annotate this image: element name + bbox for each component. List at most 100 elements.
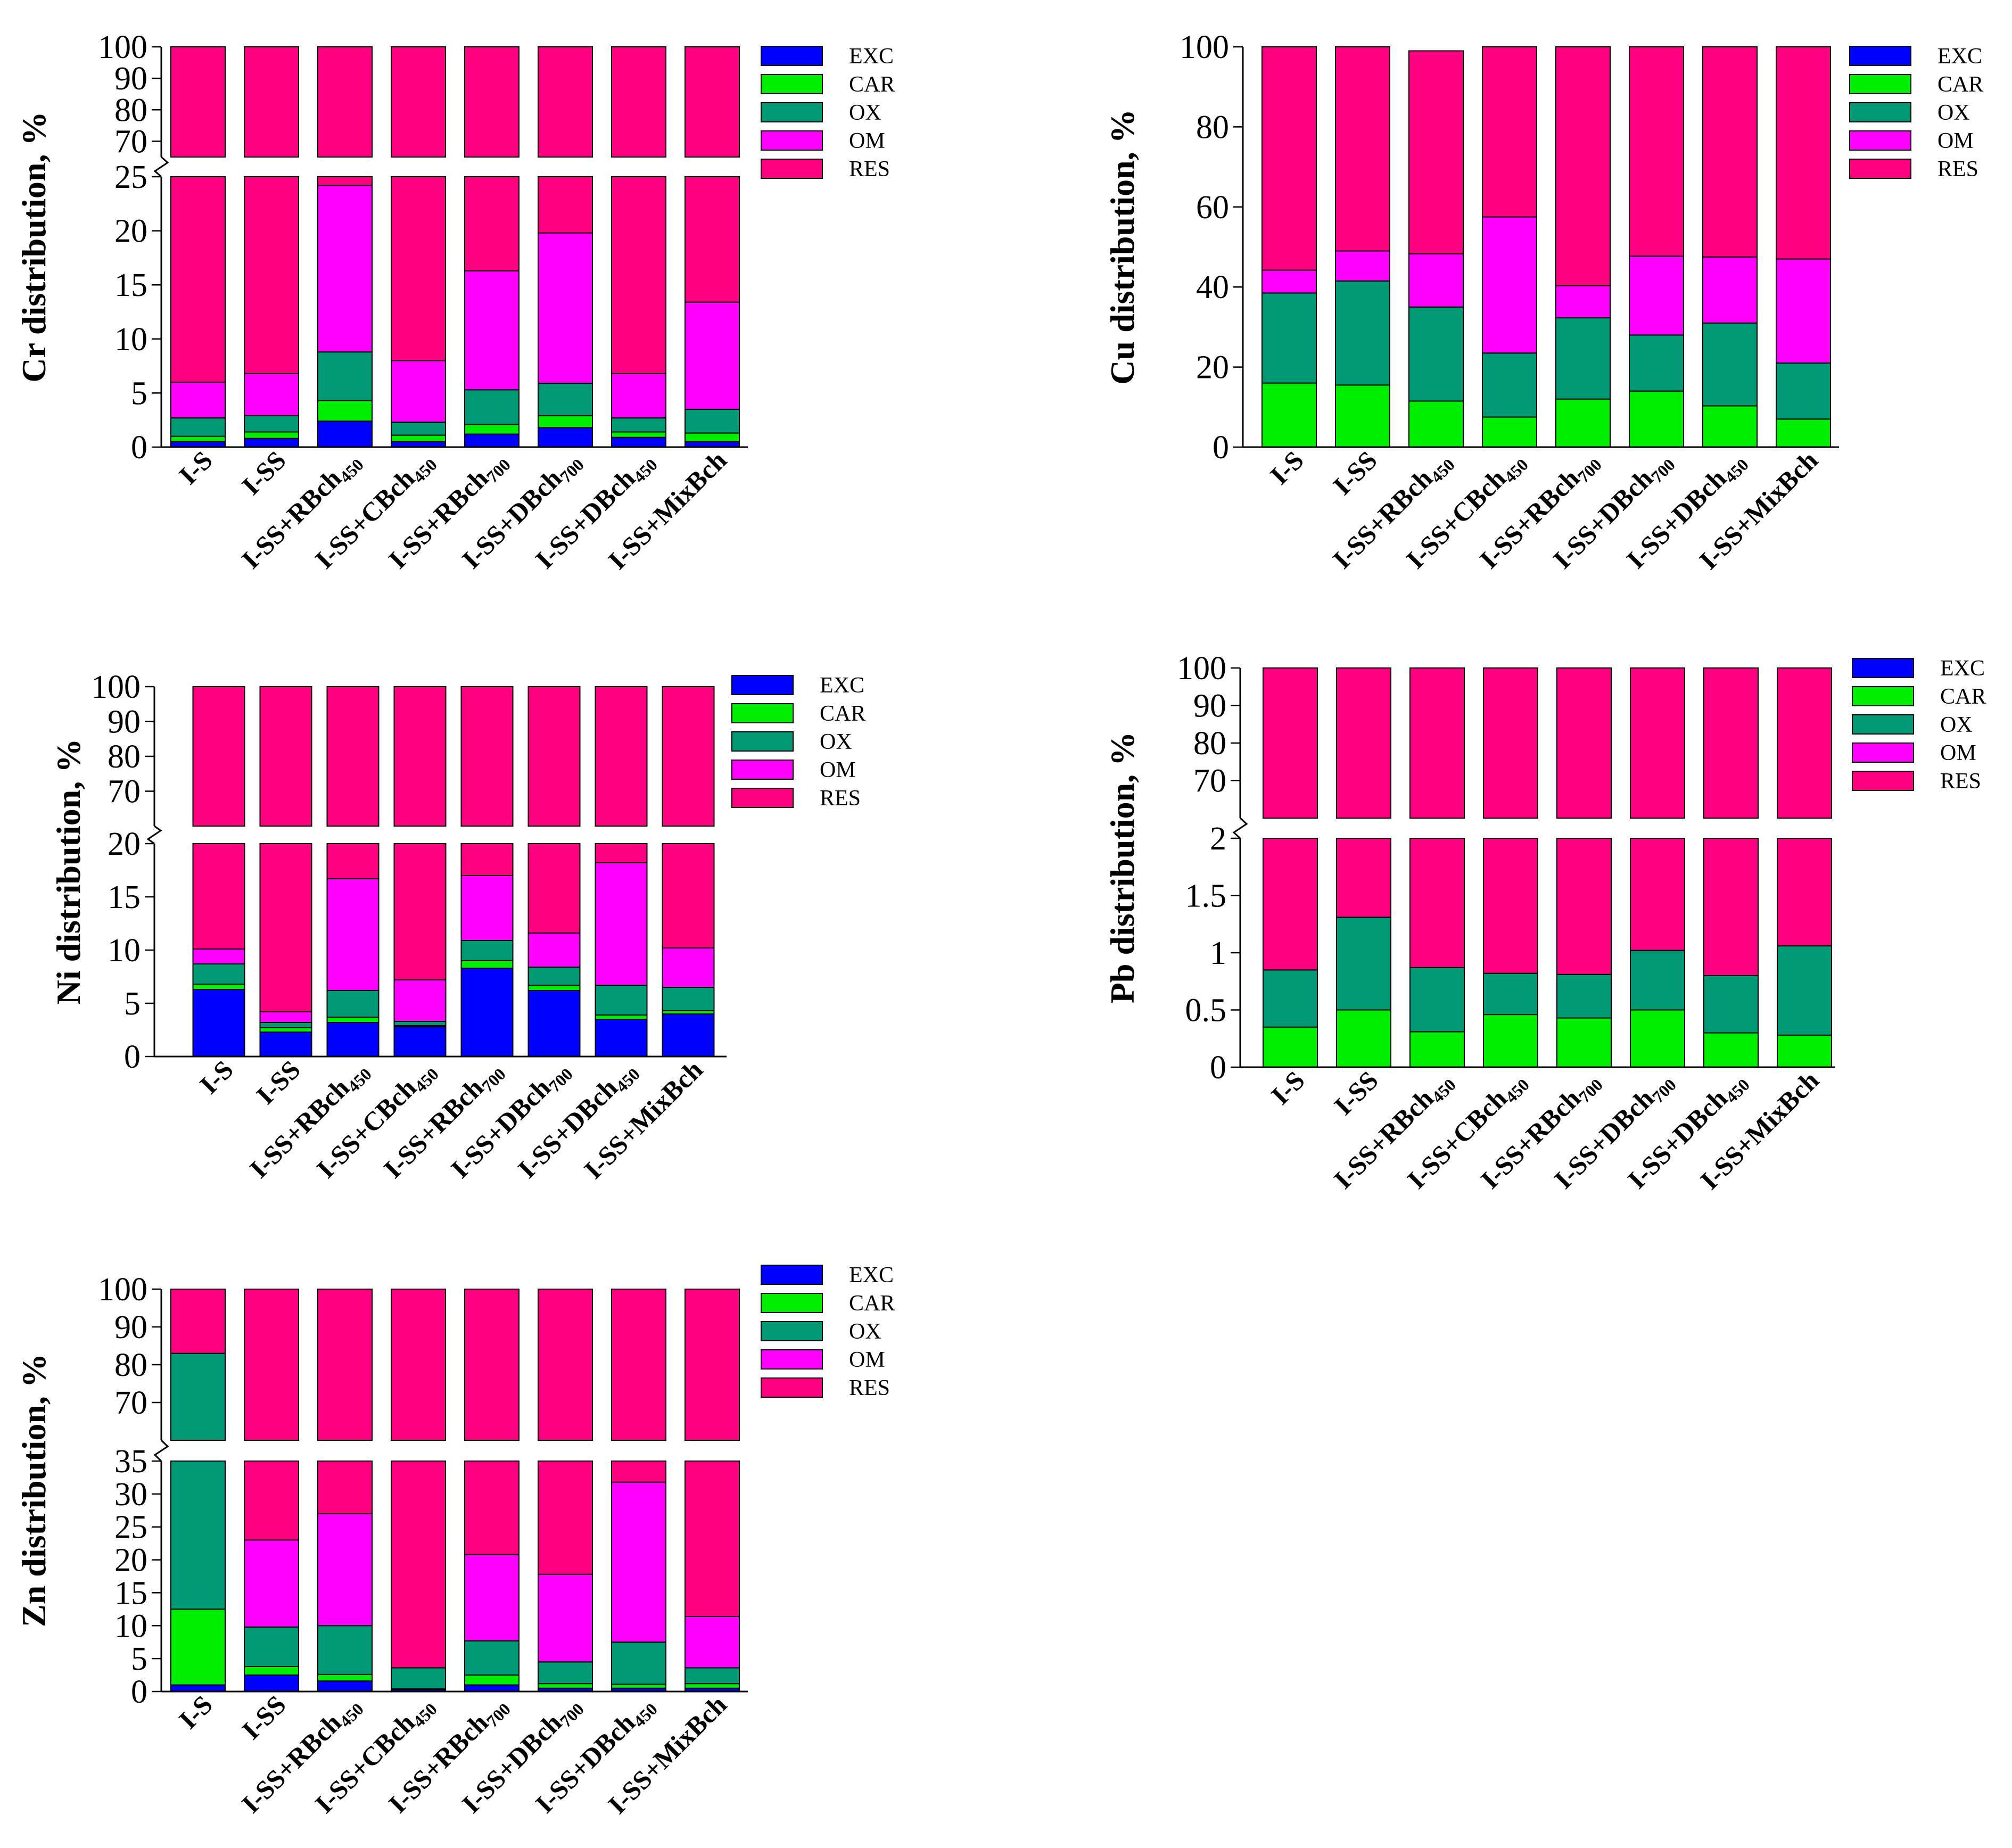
bar-cr-car [611, 431, 666, 438]
category-label-base: I-SS+MixBch [602, 445, 732, 575]
bar-zn-car [170, 1608, 226, 1686]
bar-pb-car [1263, 1026, 1318, 1068]
bar-cu-res [1702, 46, 1758, 258]
legend-label-exc: EXC [849, 44, 894, 69]
category-label: I-SS [236, 1689, 291, 1745]
y-axis-title: Zn distribution, % [15, 1354, 53, 1627]
bar-cu-om [1629, 255, 1684, 336]
bar-ni-om [460, 875, 514, 941]
bar-cr-ox [538, 383, 593, 417]
bar-ni-exc [192, 989, 245, 1057]
bar-ni-res [192, 686, 245, 827]
y-lower-tick-label: 15 [114, 1575, 147, 1611]
y-upper-tick-label: 100 [98, 1272, 147, 1308]
legend-swatch-exc [1849, 46, 1911, 66]
bar-ni-res [192, 843, 245, 950]
bar-ni-res [595, 843, 648, 863]
bar-zn-res [611, 1461, 666, 1483]
bar-pb-res [1336, 838, 1391, 918]
bar-cr-res [391, 46, 446, 158]
bar-zn-om [611, 1481, 666, 1643]
legend-swatch-exc [761, 1265, 823, 1285]
bar-zn-ox [170, 1352, 226, 1441]
bar-cr-car [170, 435, 226, 442]
bar-cu-om [1555, 285, 1611, 319]
bar-ni-ox [662, 987, 715, 1011]
bar-cr-car [538, 415, 593, 428]
bar-zn-ox [538, 1661, 593, 1685]
y-lower-tick-label: 5 [131, 1641, 147, 1677]
bar-ni-res [460, 843, 514, 876]
axis-break-marker [146, 825, 162, 845]
bar-cu-res [1629, 46, 1684, 257]
category-label-base: I-S [173, 445, 218, 490]
legend-label-exc: EXC [1940, 656, 1985, 681]
bar-ni-exc [326, 1022, 380, 1057]
bar-cr-exc [244, 438, 299, 448]
category-label-base: I-SS [250, 1054, 306, 1110]
y-upper-tick-label: 100 [1177, 650, 1226, 687]
bar-pb-res [1777, 667, 1832, 819]
legend-swatch-car [1849, 74, 1911, 94]
bar-ni-res [393, 686, 447, 827]
bar-zn-om [317, 1513, 373, 1627]
bar-zn-res [611, 1289, 666, 1441]
bar-zn-res [244, 1461, 299, 1541]
legend-label-car: CAR [849, 1291, 895, 1316]
bar-pb-ox [1703, 975, 1759, 1034]
legend-swatch-res [1849, 159, 1911, 179]
bar-zn-res [317, 1289, 373, 1441]
legend-swatch-res [731, 788, 794, 808]
bar-cu-res [1482, 46, 1537, 218]
legend-label-res: RES [1940, 769, 1981, 794]
y-upper-tick-label: 70 [114, 123, 147, 160]
y-upper-tick-label: 70 [1193, 763, 1226, 799]
legend-label-exc: EXC [849, 1263, 894, 1288]
bar-cr-res [244, 176, 299, 374]
category-label: I-SS [1327, 445, 1382, 500]
bar-cr-om [317, 185, 373, 353]
bar-cr-car [391, 434, 446, 442]
bar-zn-car [464, 1674, 520, 1686]
bar-zn-car [244, 1665, 299, 1676]
y-lower-tick-label: 15 [108, 879, 141, 915]
bar-zn-om [244, 1539, 299, 1628]
bar-zn-om [685, 1615, 740, 1669]
bar-zn-ox [244, 1626, 299, 1667]
bar-ni-ox [326, 990, 380, 1018]
bar-cu-om [1776, 258, 1831, 364]
legend-swatch-ox [761, 1321, 823, 1341]
legend-label-res: RES [849, 157, 890, 182]
bar-cu-car [1555, 398, 1611, 448]
bar-pb-res [1630, 838, 1685, 951]
y-tick-label: 0 [1213, 430, 1229, 466]
bar-ni-ox [527, 967, 581, 986]
y-axis-title: Cu distribution, % [1103, 109, 1141, 384]
legend-swatch-ox [731, 731, 794, 752]
legend-swatch-om [1852, 742, 1914, 763]
bar-ni-om [259, 1011, 312, 1023]
bar-cr-car [464, 424, 520, 435]
bar-cu-car [1702, 405, 1758, 448]
bar-cu-res [1408, 50, 1464, 254]
bar-pb-car [1777, 1034, 1832, 1068]
bar-cr-ox [317, 351, 373, 401]
bar-zn-ox [685, 1667, 740, 1685]
legend-swatch-exc [731, 675, 794, 695]
bar-pb-res [1409, 838, 1465, 968]
bar-cr-om [170, 382, 226, 419]
bar-cr-exc [317, 420, 373, 448]
category-label: I-SS [1328, 1065, 1383, 1120]
bar-zn-om [464, 1554, 520, 1641]
y-lower-tick-label: 1.5 [1185, 878, 1227, 914]
bar-ni-ox [460, 940, 514, 961]
bar-ni-exc [259, 1032, 312, 1057]
bar-zn-ox [391, 1667, 446, 1690]
bar-cu-car [1482, 416, 1537, 448]
bar-pb-car [1336, 1009, 1391, 1068]
legend-label-om: OM [849, 129, 885, 153]
legend-swatch-car [761, 1293, 823, 1313]
category-label: I-SS [250, 1054, 306, 1110]
bar-cr-om [611, 373, 666, 419]
y-lower-tick-label: 10 [114, 1608, 147, 1644]
